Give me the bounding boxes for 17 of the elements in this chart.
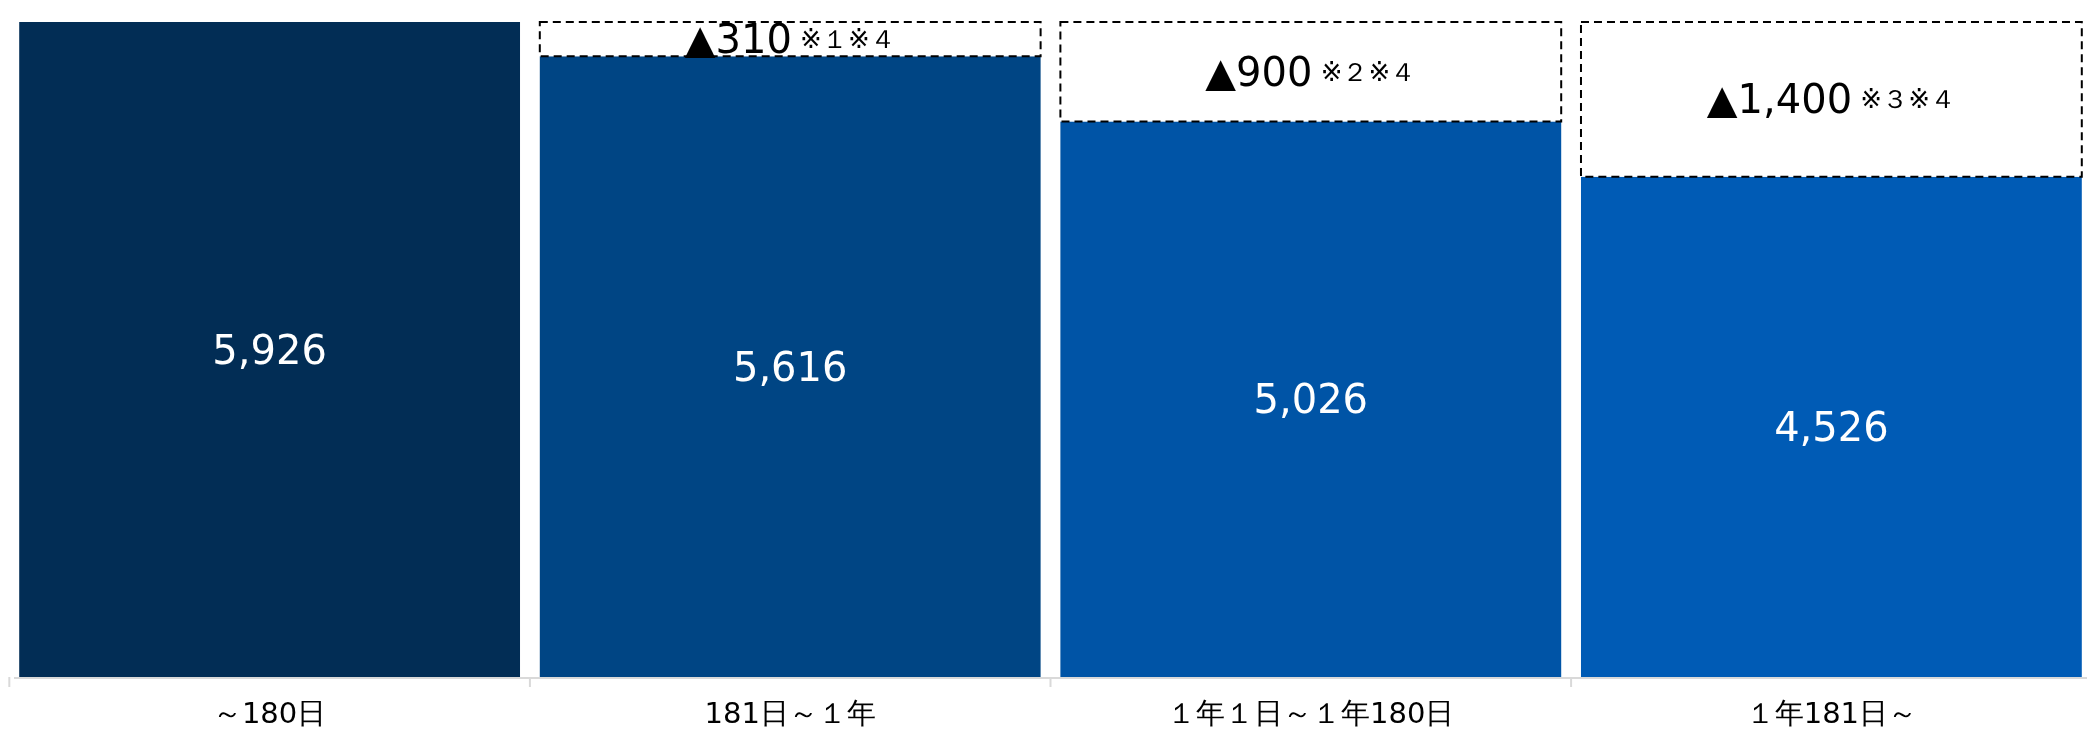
data-label: ▲310 ※１※４: [684, 16, 896, 63]
data-label: 5,926: [212, 326, 327, 373]
bar: [1060, 121, 1562, 677]
bar: [539, 56, 1041, 677]
data-label: 5,026: [1253, 376, 1369, 423]
data-label: ▲900 ※２※４: [1205, 48, 1417, 95]
data-label: ▲1,400 ※３※４: [1706, 76, 1956, 123]
bar: [19, 22, 521, 677]
data-label: 5,616: [732, 343, 848, 390]
x-tick-label: １年１日～１年180日: [1167, 696, 1455, 730]
x-tick-label: ～180日: [212, 696, 327, 730]
bar: [1580, 176, 2082, 677]
x-tick-label: １年181日～: [1745, 696, 1918, 730]
data-label: 4,526: [1774, 403, 1889, 450]
bar: [1059, 21, 1563, 123]
x-tick-label: 181日～１年: [704, 696, 876, 730]
bar: [1579, 21, 2083, 178]
